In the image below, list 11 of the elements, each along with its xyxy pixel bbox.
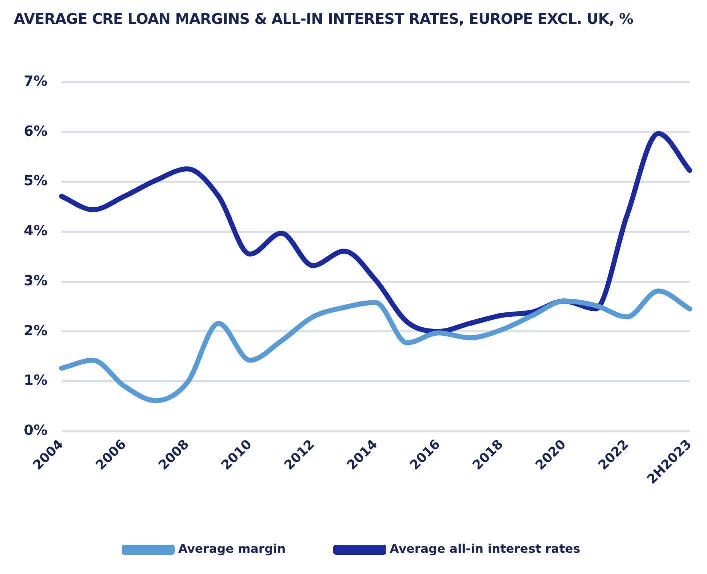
legend-label: Average all-in interest rates [390, 542, 581, 556]
y-tick-label: 0% [24, 422, 48, 439]
y-tick-label: 7% [24, 74, 48, 90]
y-tick-label: 2% [24, 323, 48, 340]
y-tick-label: 3% [24, 273, 48, 290]
chart-title: AVERAGE CRE LOAN MARGINS & ALL-IN INTEREST RATES, EUROPE EXCL. UK, % [14, 12, 634, 28]
legend-label: Average margin [178, 542, 286, 556]
y-tick-label: 5% [24, 174, 48, 190]
y-tick-label: 6% [24, 124, 48, 140]
y-tick-label: 4% [24, 224, 48, 240]
y-tick-label: 1% [24, 373, 48, 390]
